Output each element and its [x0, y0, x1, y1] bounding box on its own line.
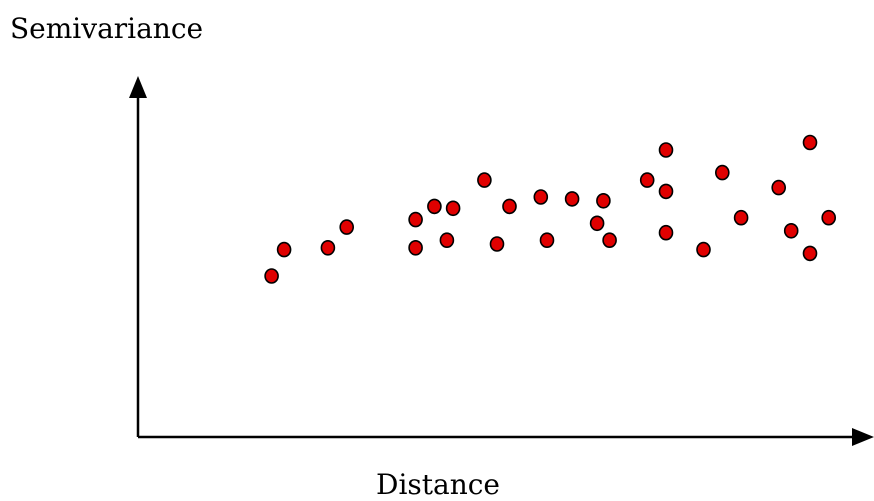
data-point-8 — [439, 232, 455, 248]
y-axis-arrowhead — [129, 76, 147, 98]
data-point-30 — [821, 209, 837, 226]
data-point-23 — [696, 241, 711, 258]
x-axis-arrowhead — [852, 428, 874, 446]
data-point-2 — [276, 241, 292, 258]
data-points — [264, 134, 837, 284]
data-point-7 — [427, 198, 442, 215]
data-point-5 — [408, 240, 423, 256]
data-point-27 — [783, 223, 799, 239]
data-point-10 — [477, 172, 492, 188]
data-point-25 — [733, 209, 749, 226]
data-point-6 — [408, 211, 423, 228]
data-point-3 — [320, 240, 336, 256]
data-point-24 — [714, 164, 730, 181]
data-point-4 — [339, 219, 355, 235]
data-point-26 — [771, 179, 787, 196]
data-point-14 — [539, 232, 555, 248]
data-point-15 — [564, 191, 580, 207]
data-point-11 — [489, 236, 505, 252]
data-point-16 — [589, 215, 605, 232]
data-point-12 — [502, 198, 517, 215]
y-axis-label: Semivariance — [10, 12, 204, 45]
data-point-17 — [596, 193, 611, 209]
data-point-9 — [445, 200, 461, 217]
data-point-1 — [264, 268, 279, 284]
data-point-20 — [658, 142, 674, 158]
data-point-28 — [802, 245, 818, 262]
data-point-13 — [533, 189, 549, 205]
axes — [129, 76, 874, 446]
data-point-19 — [639, 172, 655, 188]
data-point-29 — [802, 134, 818, 151]
x-axis-label: Distance — [376, 468, 501, 501]
data-point-18 — [602, 232, 617, 248]
data-point-21 — [658, 183, 674, 200]
data-point-22 — [658, 224, 674, 241]
